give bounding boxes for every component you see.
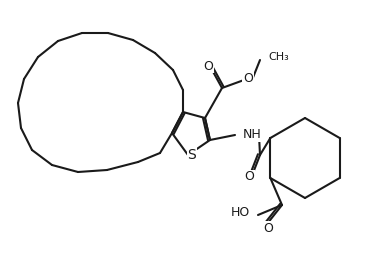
Text: O: O (243, 72, 253, 84)
Text: O: O (203, 59, 213, 73)
Text: S: S (188, 148, 196, 162)
Text: NH: NH (243, 128, 262, 142)
Text: HO: HO (231, 207, 250, 219)
Text: CH₃: CH₃ (268, 52, 289, 62)
Text: O: O (244, 170, 254, 184)
Text: O: O (263, 221, 273, 234)
